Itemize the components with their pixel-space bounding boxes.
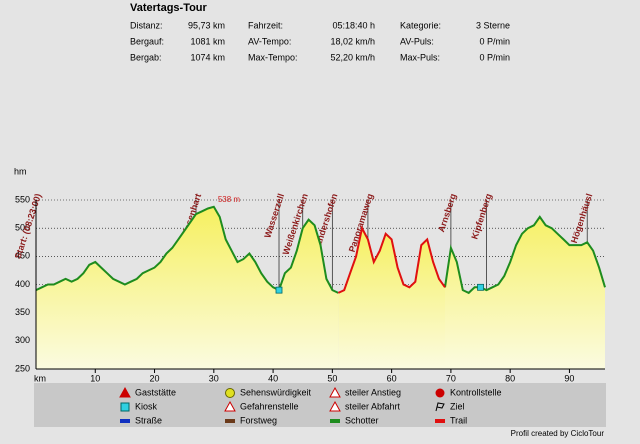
stat-label: Bergab: [130,52,162,62]
stat-label: Fahrzeit: [248,20,283,30]
y-tick-label: 450 [15,251,30,261]
profile-line [35,205,606,295]
stat-label: Kategorie: [400,20,441,30]
x-tick-label: 50 [327,373,337,383]
y-tick-label: 250 [15,363,30,373]
legend-icon [119,386,131,398]
legend-label: Schotter [345,415,379,425]
max-label: 538 m [218,195,241,204]
x-tick-label: 60 [387,373,397,383]
stat-label: Bergauf: [130,36,164,46]
legend-label: Trail [450,415,467,425]
y-tick-label: 300 [15,335,30,345]
title: Vatertags-Tour [130,2,208,14]
stat-value: 05:18:40 h [332,20,375,30]
legend-label: Ziel [450,401,465,411]
stat-value: 1074 km [190,52,225,62]
legend-icon [120,419,130,423]
x-tick-label: 30 [209,373,219,383]
legend-label: steiler Abfahrt [345,401,401,411]
legend-label: Straße [135,415,162,425]
stat-label: Max-Puls: [400,52,440,62]
y-tick-label: 550 [15,194,30,204]
stat-value: 0 P/min [479,52,510,62]
legend-icon [329,400,341,412]
legend-icon [435,388,445,398]
stat-label: AV-Puls: [400,36,434,46]
legend-icon [329,386,341,398]
x-axis-label: km [34,373,46,383]
profile-area [36,206,605,369]
stat-value: 52,20 km/h [330,52,375,62]
kiosk-marker [477,283,484,291]
legend-label: Kontrollstelle [450,387,502,397]
legend-icon [224,400,236,412]
stat-label: Max-Tempo: [248,52,298,62]
stat-value: 1081 km [190,36,225,46]
legend-label: steiler Anstieg [345,387,401,397]
legend-icon [330,419,340,423]
stat-value: 95,73 km [188,20,225,30]
legend-label: Forstweg [240,415,277,425]
stat-label: Distanz: [130,20,163,30]
footer: Profil created by CicloTour [511,429,605,438]
legend-icon [225,419,235,423]
legend-icon [435,419,445,423]
stat-value: 0 P/min [479,36,510,46]
profile-line [337,225,446,294]
legend-label: Gefahrenstelle [240,401,299,411]
stat-value: 18,02 km/h [330,36,375,46]
x-tick-label: 90 [564,373,574,383]
x-tick-label: 80 [505,373,515,383]
legend-box [34,383,606,427]
legend-label: Gaststätte [135,387,176,397]
legend-icon [225,388,235,398]
x-tick-label: 20 [150,373,160,383]
legend-icon [435,402,445,412]
y-tick-label: 350 [15,307,30,317]
legend-label: Sehenswürdigkeit [240,387,312,397]
y-axis-label: hm [14,166,27,176]
legend-icon [120,402,130,412]
x-tick-label: 40 [268,373,278,383]
x-tick-label: 70 [446,373,456,383]
stat-value: 3 Sterne [476,20,510,30]
y-tick-label: 400 [15,279,30,289]
x-tick-label: 10 [90,373,100,383]
kiosk-marker [275,286,283,294]
y-tick-label: 500 [15,223,30,233]
stat-label: AV-Tempo: [248,36,291,46]
legend-label: Kiosk [135,401,158,411]
